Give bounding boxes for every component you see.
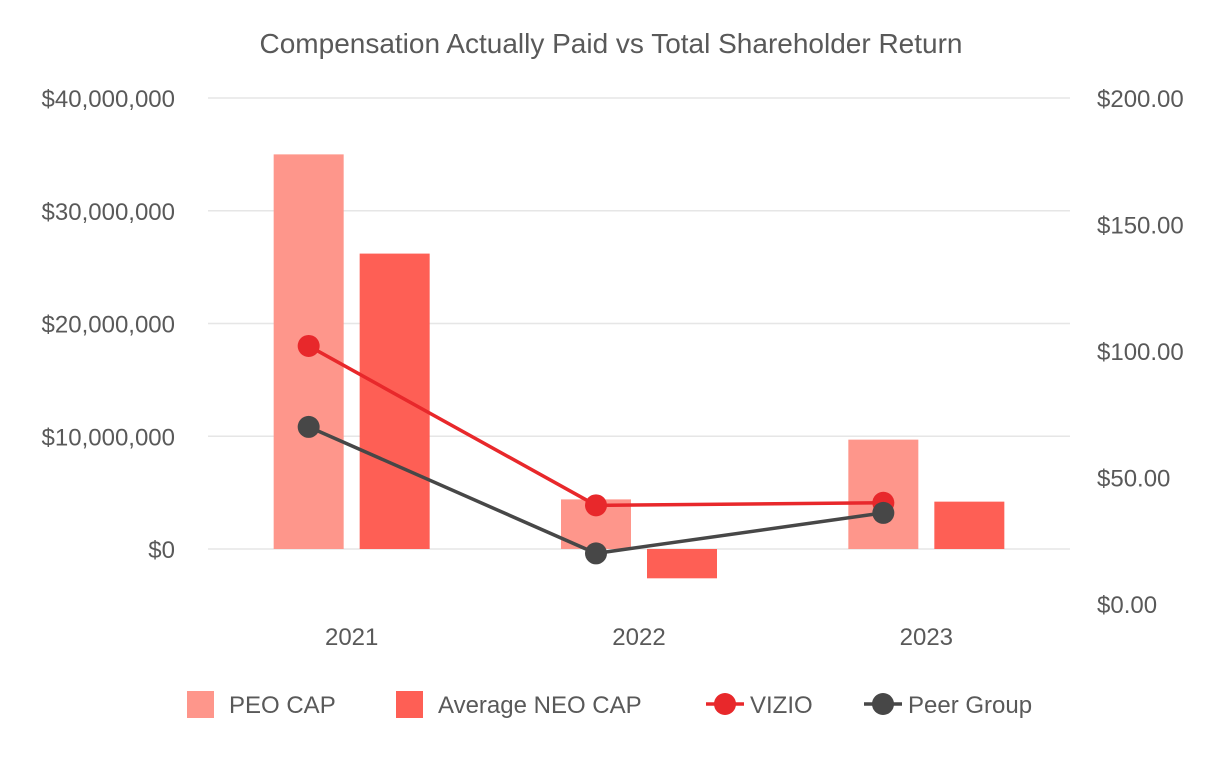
point-vizio-2021: [297, 334, 320, 357]
left-axis: $0 $10,000,000 $20,000,000 $30,000,000 $40,0…: [42, 86, 175, 564]
legend-marker-vizio: [714, 693, 736, 715]
bar-average-neo-cap-2022: [647, 549, 717, 579]
right-axis: $0.00 $50.00 $100.00 $150.00 $200.00: [1097, 86, 1184, 619]
bar-average-neo-cap-2023: [934, 501, 1005, 549]
chart-title: Compensation Actually Paid vs Total Shar…: [260, 28, 963, 59]
left-axis-tick-label: $20,000,000: [42, 312, 175, 339]
x-axis-tick-label: 2022: [612, 624, 665, 651]
bar-average-neo-cap-2021: [359, 253, 430, 549]
gridlines: [208, 97, 1070, 550]
left-axis-tick-label: $30,000,000: [42, 199, 175, 226]
left-axis-tick-label: $0: [148, 537, 175, 564]
point-peer-group-2021: [297, 415, 320, 438]
right-axis-tick-label: $200.00: [1097, 86, 1184, 113]
left-axis-tick-label: $40,000,000: [42, 86, 175, 113]
point-peer-group-2022: [585, 542, 607, 565]
right-axis-tick-label: $50.00: [1097, 466, 1170, 493]
x-axis-tick-label: 2021: [325, 624, 378, 651]
legend-marker-peer-group: [872, 693, 894, 715]
lines: [297, 334, 895, 565]
legend: PEO CAP Average NEO CAP VIZIO Peer Group: [187, 691, 1032, 719]
legend-label-average-neo-cap: Average NEO CAP: [438, 692, 642, 719]
legend-label-peer-group: Peer Group: [908, 692, 1032, 719]
bars: [273, 154, 1005, 579]
x-axis: 2021 2022 2023: [325, 624, 953, 651]
legend-label-vizio: VIZIO: [750, 692, 813, 719]
legend-swatch-peo-cap: [187, 691, 214, 718]
right-axis-tick-label: $0.00: [1097, 592, 1157, 619]
point-peer-group-2023: [872, 501, 895, 524]
right-axis-tick-label: $100.00: [1097, 339, 1184, 366]
left-axis-tick-label: $10,000,000: [42, 424, 175, 451]
point-vizio-2022: [585, 494, 607, 517]
legend-swatch-average-neo-cap: [396, 691, 423, 718]
x-axis-tick-label: 2023: [900, 624, 953, 651]
legend-label-peo-cap: PEO CAP: [229, 692, 336, 719]
right-axis-tick-label: $150.00: [1097, 213, 1184, 240]
